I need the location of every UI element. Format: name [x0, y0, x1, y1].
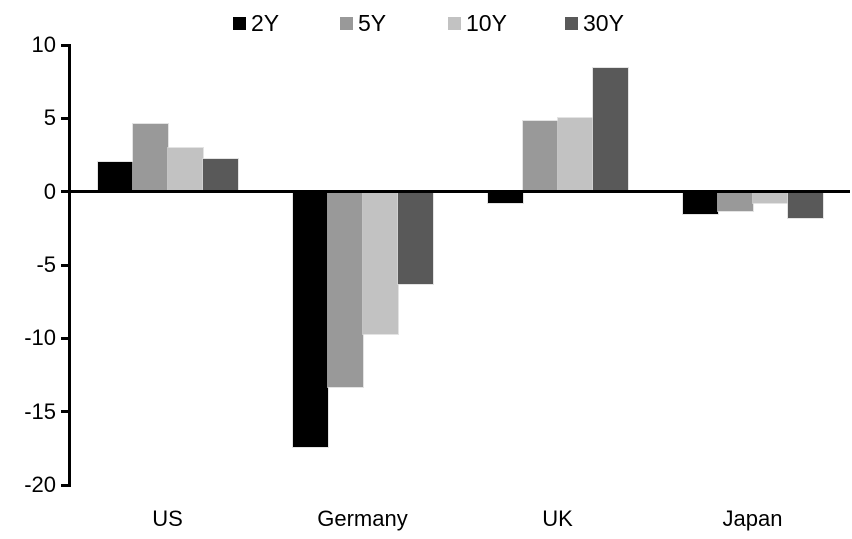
y-axis-tick-label: -10: [24, 325, 56, 351]
legend-marker-30y: [565, 17, 578, 30]
legend-label-2y: 2Y: [251, 10, 280, 36]
y-axis-tick-label: -20: [24, 472, 56, 497]
bar-30y-uk: [591, 67, 629, 193]
y-axis-tick-label: -15: [24, 398, 56, 424]
bar-5y-uk: [521, 120, 559, 193]
bar-30y-us: [201, 158, 239, 193]
legend-item-30y: 30Y: [565, 10, 624, 37]
y-axis-tick: [61, 190, 70, 194]
bar-5y-us: [131, 123, 169, 193]
legend-label-30y: 30Y: [583, 10, 624, 36]
x-axis-category-label: Germany: [317, 506, 408, 531]
legend-item-5y: 5Y: [340, 10, 386, 37]
y-axis-tick-label: 10: [31, 32, 56, 57]
y-axis-tick-label: 5: [43, 105, 56, 131]
bar-2y-uk: [486, 190, 524, 205]
y-axis-tick: [61, 410, 70, 414]
chart-legend: 2Y 5Y 10Y 30Y: [0, 0, 852, 40]
y-axis-tick: [61, 116, 70, 120]
y-axis-tick: [61, 43, 70, 47]
bar-5y-japan: [716, 190, 754, 212]
bar-2y-germany: [291, 190, 329, 448]
legend-marker-10y: [448, 17, 461, 30]
y-axis-tick: [61, 336, 70, 340]
bar-30y-japan: [786, 190, 824, 220]
bar-10y-germany: [361, 190, 399, 335]
x-axis-category-label: Japan: [722, 506, 783, 531]
legend-label-5y: 5Y: [358, 10, 387, 36]
y-axis-tick: [61, 483, 70, 487]
bar-2y-japan: [681, 190, 719, 215]
y-axis-tick-label: 0: [43, 178, 56, 204]
bar-10y-us: [166, 146, 204, 193]
legend-marker-2y: [233, 17, 246, 30]
legend-item-10y: 10Y: [448, 10, 507, 37]
legend-item-2y: 2Y: [233, 10, 279, 37]
legend-marker-5y: [340, 17, 353, 30]
x-axis-category-label: UK: [542, 506, 573, 531]
bar-30y-germany: [396, 190, 434, 286]
bar-10y-uk: [556, 117, 594, 193]
y-axis-tick-label: -5: [36, 252, 56, 277]
legend-label-10y: 10Y: [466, 10, 507, 36]
bar-5y-germany: [326, 190, 364, 388]
zero-baseline: [70, 190, 850, 193]
bar-2y-us: [96, 161, 134, 193]
y-axis-tick: [61, 263, 70, 267]
x-axis-category-label: US: [152, 506, 183, 531]
bar-10y-japan: [751, 190, 789, 205]
